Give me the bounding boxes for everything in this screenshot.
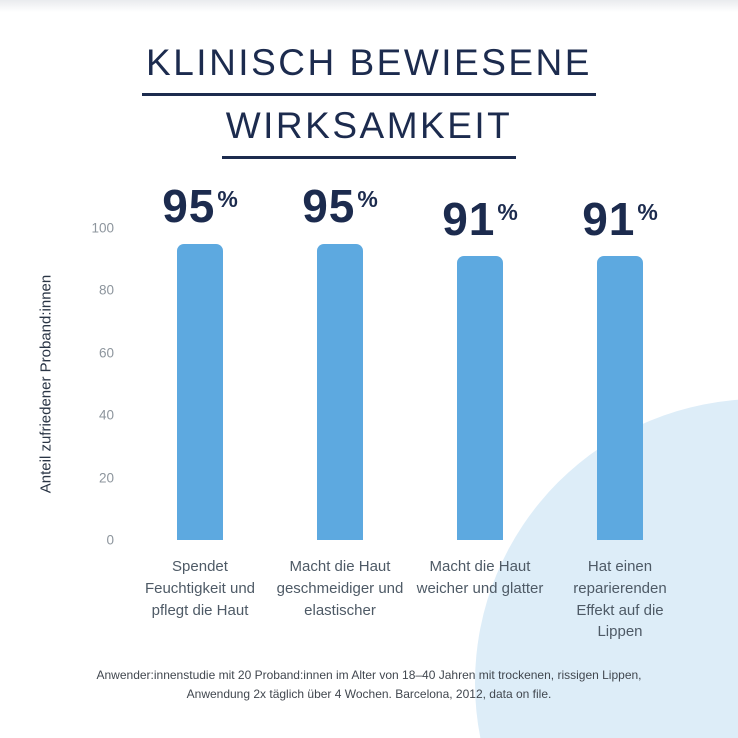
bar bbox=[597, 256, 643, 540]
bar-value-number: 91 bbox=[442, 192, 496, 245]
bar bbox=[177, 243, 223, 540]
percent-sign: % bbox=[217, 186, 238, 213]
bar-value-label: 91% bbox=[550, 192, 690, 245]
bar-value-label: 91% bbox=[410, 192, 550, 245]
y-tick-label: 0 bbox=[106, 532, 114, 548]
bar-value-number: 95 bbox=[302, 180, 356, 233]
bar-category-label: Spendet Feuchtigkeit und pflegt die Haut bbox=[144, 558, 256, 619]
bar-chart-plot: 0 20 40 60 80 100 95% Spendet Feuchtigkeit und… bbox=[91, 181, 690, 641]
bar bbox=[457, 256, 503, 540]
bar bbox=[317, 243, 363, 540]
bar-value-number: 91 bbox=[582, 192, 636, 245]
percent-sign: % bbox=[497, 198, 518, 225]
bar-category-label: Macht die Haut weicher und glatter bbox=[416, 558, 544, 597]
y-axis-title: Anteil zufriedener Proband:innen bbox=[37, 274, 55, 494]
footnote: Anwender:innenstudie mit 20 Proband:inne… bbox=[96, 668, 642, 702]
bar-value-label: 95% bbox=[130, 181, 270, 232]
y-tick-label: 20 bbox=[98, 470, 114, 486]
bar-value-number: 95 bbox=[162, 180, 216, 233]
bar-category-label: Macht die Haut geschmeidiger und elastis… bbox=[276, 558, 404, 619]
y-tick-label: 40 bbox=[98, 407, 114, 423]
bar-group: 95% Macht die Haut geschmeidiger und elas… bbox=[270, 181, 410, 619]
percent-sign: % bbox=[357, 186, 378, 213]
bar-group: 91% Macht die Haut weicher und glatter bbox=[410, 193, 550, 597]
percent-sign: % bbox=[637, 198, 658, 225]
chart-title: KLINISCH BEWIESENE WIRKSAMKEIT bbox=[0, 42, 738, 168]
y-tick-label: 100 bbox=[91, 220, 114, 236]
chart-title-line2: WIRKSAMKEIT bbox=[221, 105, 517, 159]
bar-value-label: 95% bbox=[270, 181, 410, 232]
bar-group: 91% Hat einen reparierenden Effekt auf di… bbox=[550, 193, 690, 640]
chart-title-row-1: KLINISCH BEWIESENE bbox=[0, 42, 738, 96]
bar-category-label: Hat einen reparierenden Effekt auf die L… bbox=[573, 558, 667, 641]
top-fade-decoration bbox=[0, 0, 738, 12]
bar-group: 95% Spendet Feuchtigkeit und pflegt die H… bbox=[130, 181, 270, 619]
chart-title-row-2: WIRKSAMKEIT bbox=[0, 105, 738, 159]
y-tick-label: 60 bbox=[98, 345, 114, 361]
bars-area: 95% Spendet Feuchtigkeit und pflegt die H… bbox=[130, 181, 690, 641]
chart-title-line1: KLINISCH BEWIESENE bbox=[142, 42, 596, 96]
y-tick-label: 80 bbox=[98, 282, 114, 298]
